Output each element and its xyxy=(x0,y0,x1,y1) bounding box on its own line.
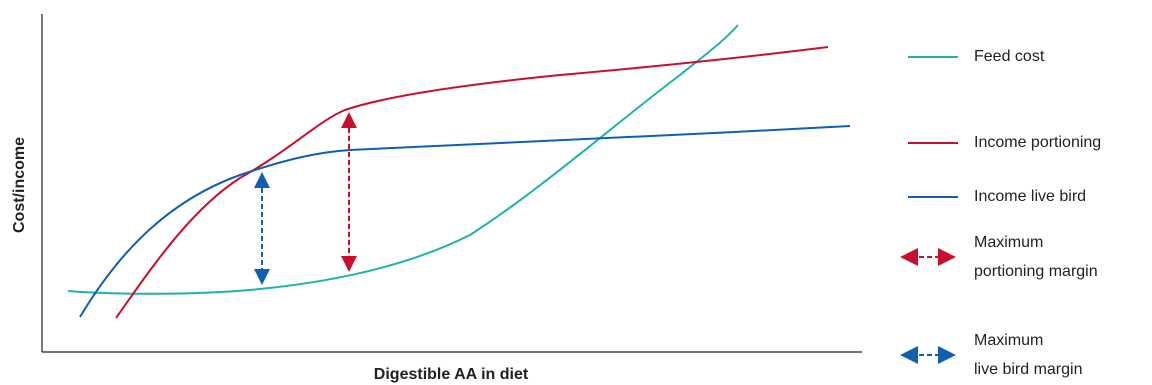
legend-swatch xyxy=(938,248,956,266)
y-axis-label: Cost/income xyxy=(11,137,28,233)
legend-swatch xyxy=(938,346,956,364)
legend-swatch xyxy=(900,346,918,364)
legend-label: Maximum xyxy=(974,234,1043,251)
income-portioning-curve xyxy=(115,46,829,319)
legend-label: Income live bird xyxy=(974,188,1086,205)
legend-swatch xyxy=(900,248,918,266)
axes xyxy=(41,14,862,353)
legend-label: Maximum xyxy=(974,332,1043,349)
x-axis-label: Digestible AA in diet xyxy=(374,366,529,383)
legend-label: Income portioning xyxy=(974,134,1101,151)
income-live-bird-curve xyxy=(79,125,851,318)
feed-cost-curve xyxy=(67,24,739,295)
legend-label: portioning margin xyxy=(974,263,1098,280)
legend-label: Feed cost xyxy=(974,48,1045,65)
legend: Feed cost Income portioning Income live … xyxy=(900,48,1101,378)
legend-label: live bird margin xyxy=(974,361,1082,378)
